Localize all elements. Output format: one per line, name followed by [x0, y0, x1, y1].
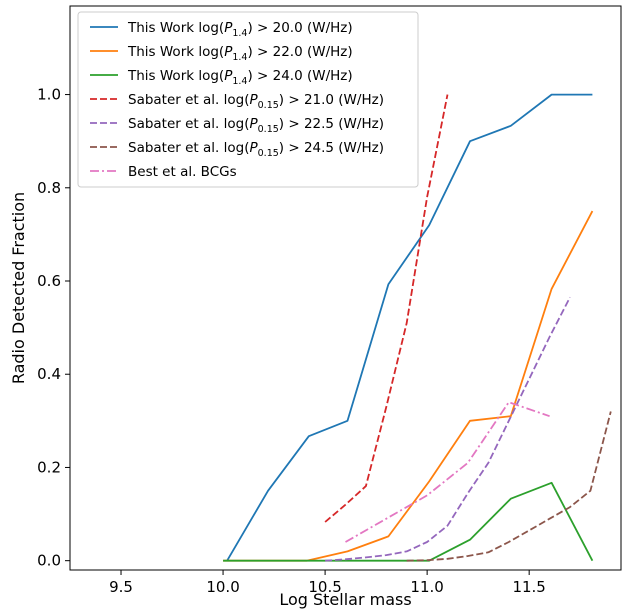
x-axis: 9.5 10.0 10.5 11.0 11.5 [109, 570, 546, 596]
legend-entry: This Work log(P1.4) > 24.0 (W/Hz) [90, 68, 353, 87]
legend-label-part: 1.4 [232, 76, 247, 87]
legend-label-part: 1.4 [232, 28, 247, 39]
legend-label-part: P [224, 68, 233, 84]
y-tick-label: 0.8 [37, 179, 61, 197]
series-line-1 [226, 93, 593, 562]
legend-label: This Work log(P1.4) > 24.0 (W/Hz) [127, 68, 353, 87]
plot-frame [69, 5, 622, 571]
legend-label-part: ) > 22.0 (W/Hz) [247, 44, 352, 60]
y-tick-label: 1.0 [37, 86, 61, 104]
y-axis: 0.0 0.2 0.4 0.6 0.8 1.0 [37, 86, 70, 570]
legend-label-part: P [249, 116, 258, 132]
legend-entry: Sabater et al. log(P0.15) > 21.0 (W/Hz) [90, 92, 384, 111]
legend-label-part: 1.4 [232, 52, 247, 63]
x-tick-label: 9.5 [109, 578, 133, 596]
legend-entry: This Work log(P1.4) > 22.0 (W/Hz) [90, 44, 353, 63]
legend-label-part: 0.15 [258, 124, 279, 135]
legend-label-part: 0.15 [258, 148, 279, 159]
legend-label-part: Best et al. BCGs [128, 164, 237, 180]
legend-label-part: This Work log( [127, 20, 224, 36]
y-axis-label: Radio Detected Fraction [9, 192, 28, 384]
legend-label-part: ) > 24.5 (W/Hz) [279, 140, 384, 156]
legend-label-part: This Work log( [127, 68, 224, 84]
legend-entry: Sabater et al. log(P0.15) > 22.5 (W/Hz) [90, 116, 384, 135]
legend-label: Sabater et al. log(P0.15) > 24.5 (W/Hz) [128, 140, 384, 159]
legend-label-part: ) > 20.0 (W/Hz) [247, 20, 352, 36]
legend-label-part: P [249, 92, 258, 108]
legend-label-part: Sabater et al. log( [128, 140, 249, 156]
series-line-4 [324, 94, 449, 523]
legend-label-part: P [224, 20, 233, 36]
legend-label-part: Sabater et al. log( [128, 116, 249, 132]
legend-label-part: P [249, 140, 258, 156]
legend-label: Sabater et al. log(P0.15) > 22.5 (W/Hz) [128, 116, 384, 135]
legend-label-part: This Work log( [127, 44, 224, 60]
legend-entry: Sabater et al. log(P0.15) > 24.5 (W/Hz) [90, 140, 384, 159]
legend-label-part: ) > 24.0 (W/Hz) [247, 68, 352, 84]
y-tick-label: 0.4 [37, 365, 61, 383]
legend-label-part: ) > 22.5 (W/Hz) [279, 116, 384, 132]
legend-label-part: 0.15 [258, 100, 279, 111]
legend-label-part: Sabater et al. log( [128, 92, 249, 108]
legend-label-part: P [224, 44, 233, 60]
x-tick-label: 10.5 [308, 578, 341, 596]
series-layer [223, 93, 612, 562]
x-tick-label: 10.0 [206, 578, 239, 596]
x-tick-label: 11.0 [410, 578, 443, 596]
legend: This Work log(P1.4) > 20.0 (W/Hz)This Wo… [77, 11, 419, 188]
series-line-5 [325, 296, 571, 562]
legend-entry: This Work log(P1.4) > 20.0 (W/Hz) [90, 20, 353, 39]
series-line-7 [345, 401, 550, 543]
legend-label: This Work log(P1.4) > 22.0 (W/Hz) [127, 44, 353, 63]
series-line-6 [406, 411, 612, 562]
x-tick-label: 11.5 [512, 578, 545, 596]
y-tick-label: 0.2 [37, 458, 61, 476]
legend-label: Sabater et al. log(P0.15) > 21.0 (W/Hz) [128, 92, 384, 111]
legend-label: This Work log(P1.4) > 20.0 (W/Hz) [127, 20, 353, 39]
legend-entry: Best et al. BCGs [90, 164, 237, 180]
y-tick-label: 0.0 [37, 552, 61, 570]
legend-box [77, 11, 419, 188]
y-tick-label: 0.6 [37, 272, 61, 290]
x-axis-label: Log Stellar mass [279, 590, 411, 609]
legend-label-part: ) > 21.0 (W/Hz) [279, 92, 384, 108]
legend-label: Best et al. BCGs [128, 164, 237, 180]
